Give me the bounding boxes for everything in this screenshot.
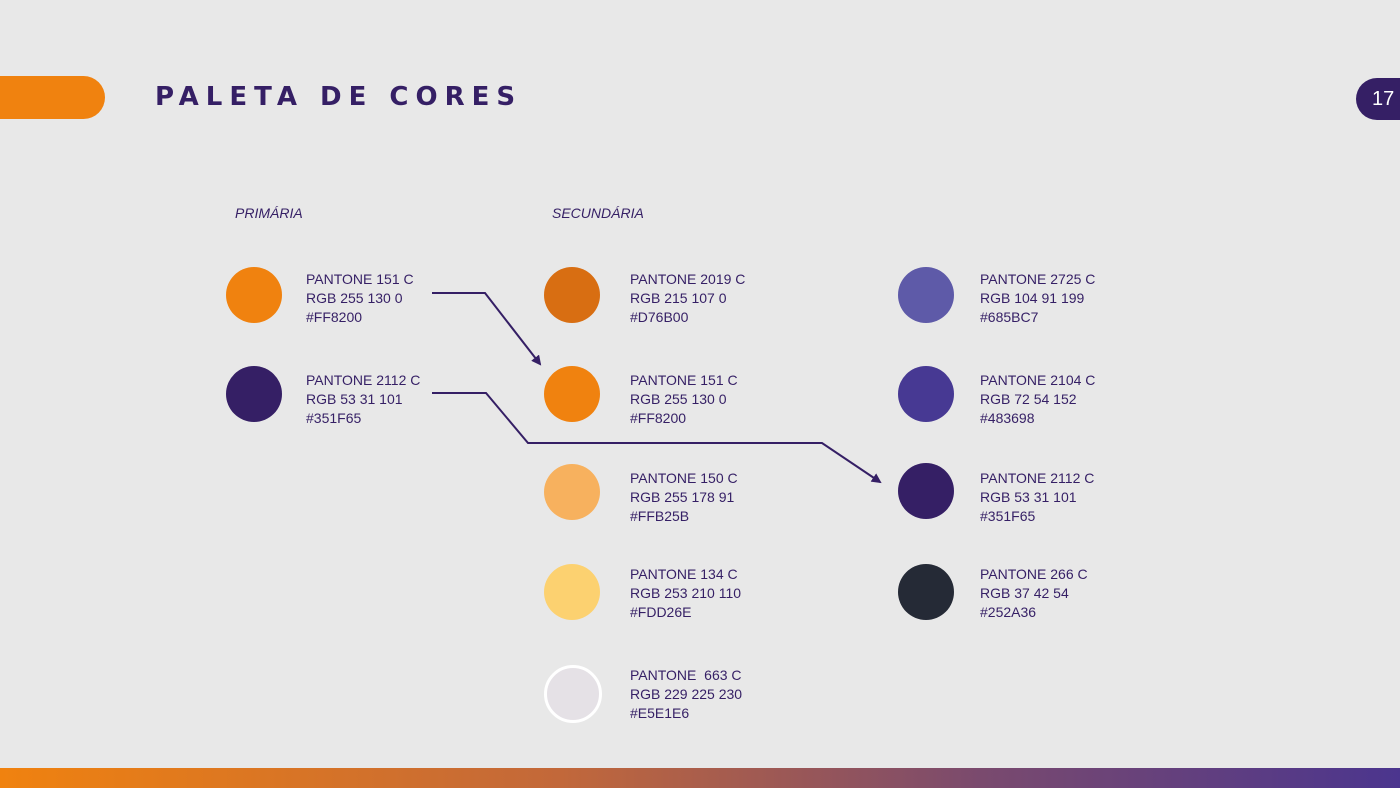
hex-value: #FF8200 [630,410,687,426]
pantone-code: PANTONE 266 C [980,566,1088,582]
pantone-code: PANTONE 2725 C [980,271,1096,287]
rgb-value: RGB 255 130 0 [630,391,727,407]
pantone-code: PANTONE 2112 C [306,372,421,388]
color-info-secondary-dark: PANTONE 266 C RGB 37 42 54 #252A36 [980,565,1088,622]
rgb-value: RGB 53 31 101 [980,489,1077,505]
hex-value: #351F65 [980,508,1036,524]
color-info-primary-purple: PANTONE 2112 C RGB 53 31 101 #351F65 [306,371,420,428]
color-swatch-secondary-purple-1 [898,267,954,323]
pantone-code: PANTONE 663 C [630,667,742,683]
color-info-secondary-orange-2: PANTONE 151 C RGB 255 130 0 #FF8200 [630,371,738,428]
rgb-value: RGB 104 91 199 [980,290,1085,306]
rgb-value: RGB 53 31 101 [306,391,403,407]
rgb-value: RGB 253 210 110 [630,585,742,601]
pantone-code: PANTONE 2112 C [980,470,1095,486]
rgb-value: RGB 215 107 0 [630,290,727,306]
primary-section-label: PRIMÁRIA [235,205,303,221]
color-swatch-secondary-dark [898,564,954,620]
color-info-secondary-purple-3: PANTONE 2112 C RGB 53 31 101 #351F65 [980,469,1094,526]
hex-value: #351F65 [306,410,362,426]
pantone-code: PANTONE 151 C [630,372,738,388]
color-swatch-secondary-orange-2 [544,366,600,422]
rgb-value: RGB 229 225 230 [630,686,743,702]
hex-value: #FDD26E [630,604,692,620]
color-swatch-primary-purple [226,366,282,422]
pantone-code: PANTONE 2019 C [630,271,746,287]
color-info-secondary-orange-1: PANTONE 2019 C RGB 215 107 0 #D76B00 [630,270,745,327]
pantone-code: PANTONE 2104 C [980,372,1096,388]
rgb-value: RGB 255 178 91 [630,489,735,505]
color-swatch-secondary-orange-3 [544,464,600,520]
color-swatch-secondary-purple-3 [898,463,954,519]
page-number-badge: 17 [1356,78,1400,120]
pantone-code: PANTONE 134 C [630,566,738,582]
color-info-secondary-purple-1: PANTONE 2725 C RGB 104 91 199 #685BC7 [980,270,1095,327]
arrow-primary-purple-to-secondary [432,392,882,484]
color-info-secondary-neutral: PANTONE 663 C RGB 229 225 230 #E5E1E6 [630,666,742,723]
rgb-value: RGB 72 54 152 [980,391,1077,407]
color-info-secondary-orange-3: PANTONE 150 C RGB 255 178 91 #FFB25B [630,469,738,526]
pantone-code: PANTONE 150 C [630,470,738,486]
hex-value: #685BC7 [980,309,1039,325]
hex-value: #252A36 [980,604,1037,620]
color-info-primary-orange: PANTONE 151 C RGB 255 130 0 #FF8200 [306,270,414,327]
arrow-primary-orange-to-secondary [432,292,542,366]
bottom-gradient-bar [0,768,1400,788]
hex-value: #FFB25B [630,508,690,524]
rgb-value: RGB 255 130 0 [306,290,403,306]
rgb-value: RGB 37 42 54 [980,585,1069,601]
color-swatch-primary-orange [226,267,282,323]
hex-value: #E5E1E6 [630,705,690,721]
hex-value: #483698 [980,410,1035,426]
color-swatch-secondary-orange-4 [544,564,600,620]
page-title: PALETA DE CORES [155,82,523,112]
hex-value: #D76B00 [630,309,689,325]
secondary-section-label: SECUNDÁRIA [552,205,644,221]
color-info-secondary-orange-4: PANTONE 134 C RGB 253 210 110 #FDD26E [630,565,741,622]
color-swatch-secondary-orange-1 [544,267,600,323]
color-swatch-secondary-neutral [544,665,602,723]
pantone-code: PANTONE 151 C [306,271,414,287]
header-accent-tab [0,76,105,119]
color-info-secondary-purple-2: PANTONE 2104 C RGB 72 54 152 #483698 [980,371,1095,428]
color-swatch-secondary-purple-2 [898,366,954,422]
hex-value: #FF8200 [306,309,363,325]
